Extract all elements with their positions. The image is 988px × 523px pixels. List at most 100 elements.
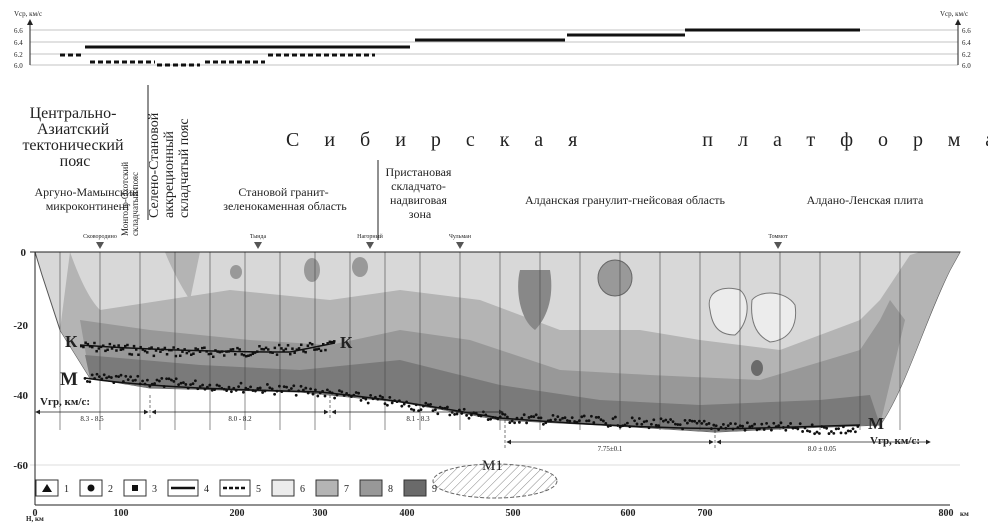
- tick-label: 6.4: [14, 39, 23, 47]
- point: [86, 380, 89, 383]
- point: [700, 421, 704, 425]
- point: [354, 391, 358, 394]
- point: [815, 430, 819, 434]
- point: [412, 408, 416, 412]
- point: [179, 354, 182, 358]
- velocity-panel: Vср, км/с Vср, км/с 6.6 6.4 6.2 6.0 6.6 …: [14, 10, 971, 70]
- point: [268, 386, 272, 390]
- point: [141, 348, 145, 351]
- point: [796, 427, 800, 431]
- point: [110, 376, 113, 379]
- point: [80, 344, 83, 348]
- station: Нагорный: [357, 233, 384, 240]
- point: [293, 351, 296, 354]
- point: [249, 353, 252, 357]
- point: [338, 389, 341, 393]
- point: [176, 348, 180, 351]
- point: [124, 374, 128, 378]
- point: [136, 374, 140, 378]
- point: [568, 419, 572, 423]
- point: [282, 385, 286, 389]
- point: [273, 392, 276, 396]
- point: [258, 386, 262, 390]
- velocity-range: 8.3 - 8.5: [80, 415, 104, 423]
- legend-label: 4: [204, 484, 209, 495]
- point: [311, 343, 314, 346]
- point: [271, 351, 274, 354]
- point: [115, 349, 118, 352]
- section: [30, 251, 961, 506]
- point: [294, 393, 298, 397]
- point: [434, 408, 437, 412]
- point: [240, 353, 244, 356]
- point: [98, 375, 101, 379]
- point: [181, 350, 184, 353]
- point: [340, 390, 344, 394]
- point: [84, 341, 87, 344]
- line: зеленокаменная область: [223, 199, 347, 213]
- point: [467, 416, 471, 420]
- point: [172, 379, 176, 383]
- point: [844, 431, 848, 435]
- point: [102, 344, 105, 347]
- point: [185, 351, 189, 355]
- point: [326, 388, 329, 392]
- point: [159, 350, 162, 353]
- point: [165, 377, 169, 381]
- depth-tick: -60: [13, 460, 28, 472]
- point: [306, 344, 310, 347]
- point: [304, 350, 307, 354]
- point: [309, 387, 312, 391]
- point: [705, 422, 708, 426]
- point: [218, 350, 222, 354]
- line: Пристановая: [386, 165, 452, 179]
- point: [369, 393, 372, 397]
- line: Становой гранит-: [238, 185, 328, 199]
- point: [784, 428, 788, 432]
- point: [527, 416, 531, 419]
- point: [208, 383, 212, 387]
- station: Тында: [250, 234, 267, 240]
- point: [760, 422, 764, 426]
- point: [489, 417, 492, 421]
- line: надвиговая: [390, 193, 447, 207]
- point: [645, 419, 648, 423]
- point: [132, 344, 136, 348]
- point: [314, 388, 317, 392]
- point: [333, 396, 336, 400]
- point: [194, 347, 197, 350]
- point: [146, 378, 149, 382]
- point: [510, 419, 514, 423]
- platform-label: Сибирская платформа: [286, 129, 988, 151]
- distance-tick: 100: [114, 508, 129, 519]
- point: [789, 422, 792, 425]
- point: [210, 388, 214, 392]
- line: Центрально-: [30, 105, 117, 122]
- point: [82, 345, 85, 349]
- point: [633, 419, 636, 423]
- point: [592, 421, 596, 424]
- point: [104, 349, 107, 353]
- point: [134, 378, 137, 382]
- point: [189, 383, 193, 387]
- point: [366, 401, 370, 405]
- point: [383, 402, 387, 406]
- point: [846, 429, 850, 433]
- point: [825, 426, 828, 430]
- point: [201, 383, 205, 387]
- point: [722, 422, 725, 426]
- point: [650, 422, 653, 426]
- point: [245, 354, 248, 358]
- point: [671, 420, 675, 424]
- point: [599, 418, 603, 421]
- point: [326, 342, 329, 345]
- point: [172, 346, 175, 349]
- point: [695, 421, 699, 425]
- point: [666, 420, 670, 424]
- line: Селено-Становой: [147, 112, 162, 218]
- point: [152, 354, 156, 358]
- point: [664, 418, 668, 422]
- point: [746, 421, 749, 425]
- point: [378, 394, 382, 398]
